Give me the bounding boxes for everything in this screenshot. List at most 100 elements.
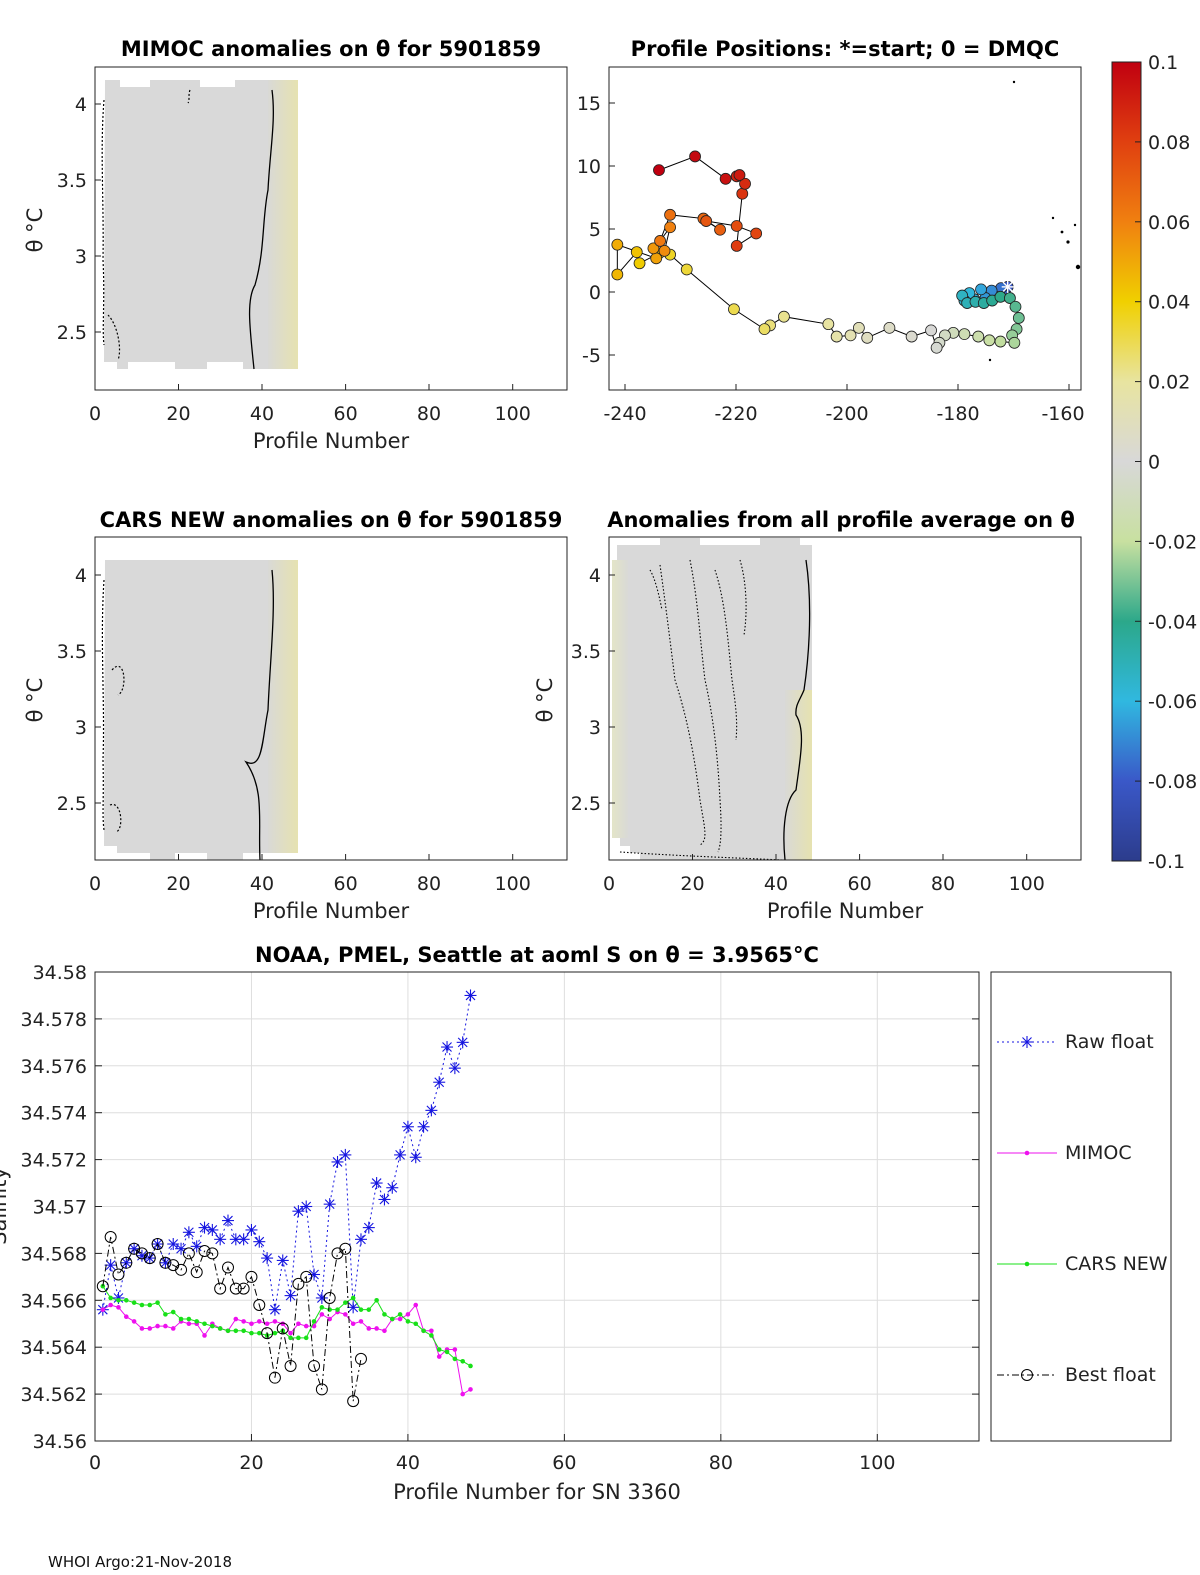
y-tick-label: 34.566 [21, 1290, 87, 1312]
series-point [347, 1301, 360, 1314]
series-point [272, 1319, 278, 1324]
series-point [323, 1291, 336, 1304]
track-point [958, 328, 971, 340]
colorbar-tick-label: 0.02 [1148, 372, 1190, 394]
series-point [116, 1298, 121, 1303]
salinity-xlabel: Profile Number for SN 3360 [393, 1480, 681, 1504]
series-point [178, 1316, 184, 1322]
mimoc-ytick: 3.5 [57, 170, 87, 192]
track-point [925, 324, 937, 337]
legend-label: CARS NEW [1065, 1253, 1168, 1275]
legend-label: Best float [1065, 1364, 1156, 1386]
track-point [680, 263, 693, 276]
allprof-ylabel: θ °C [533, 678, 557, 723]
series-point [413, 1302, 419, 1308]
salinity-ticks: 34.56 34.562 34.564 34.566 34.568 34.57 34.572… [21, 962, 979, 1474]
mimoc-title: MIMOC anomalies on θ for 5901859 [121, 37, 541, 61]
series-point [170, 1326, 176, 1331]
legend-item: Raw float [997, 1031, 1154, 1053]
cars-xtick: 80 [417, 873, 441, 895]
series-point [139, 1326, 145, 1331]
legend-marker [1024, 1150, 1030, 1156]
allprof-ytick: 2.5 [571, 793, 601, 815]
track-point [730, 220, 743, 232]
positions-xtick: -220 [714, 403, 757, 425]
cars-xtick: 100 [495, 873, 531, 895]
x-tick-label: 20 [239, 1452, 263, 1474]
series-point [112, 1291, 125, 1304]
track-point [733, 169, 746, 181]
positions-xtick: -200 [825, 403, 868, 425]
positions-ytick: 10 [577, 156, 601, 178]
positions-ytick: -5 [582, 345, 601, 367]
track-point [714, 223, 726, 236]
salinity-title: NOAA, PMEL, Seattle at aoml S on θ = 3.9… [255, 943, 819, 967]
y-tick-label: 34.576 [21, 1056, 87, 1078]
series-point [296, 1321, 301, 1327]
series-point [366, 1326, 372, 1331]
series-point [436, 1347, 442, 1352]
series-point [104, 1230, 117, 1243]
cars-title: CARS NEW anomalies on θ for 5901859 [100, 508, 563, 532]
allprof-xticks: 0 20 40 60 80 100 [603, 854, 1045, 895]
start-marker [1001, 280, 1014, 293]
series-point [296, 1335, 301, 1341]
series-point [237, 1233, 250, 1246]
colorbar-tick-label: 0.04 [1148, 292, 1190, 314]
series-point [284, 1289, 297, 1302]
salinity-ylabel: Salinity [0, 1167, 11, 1245]
allprof-ytick: 3.5 [571, 641, 601, 663]
y-tick-label: 34.574 [21, 1103, 87, 1125]
series-point [214, 1282, 227, 1295]
series-point [100, 1307, 106, 1312]
allprof-title: Anomalies from all profile average on θ [607, 508, 1075, 532]
series-point [120, 1256, 133, 1269]
salinity-panel: NOAA, PMEL, Seattle at aoml S on θ = 3.9… [0, 943, 980, 1504]
cars-panel: CARS NEW anomalies on θ for 5901859 0 20… [23, 508, 568, 923]
series-point [245, 1223, 258, 1236]
colorbar: 0.1 0.08 0.06 0.04 0.02 0 -0.02 -0.04 -0.06 -0.08… [1111, 52, 1197, 873]
positions-xtick: -180 [936, 403, 979, 425]
allprof-panel: Anomalies from all profile average on θ … [533, 508, 1082, 923]
series-point [350, 1295, 356, 1301]
legend-label: Raw float [1065, 1031, 1154, 1053]
mimoc-ytick: 2.5 [57, 322, 87, 344]
cars-xtick: 0 [89, 873, 101, 895]
series-point [276, 1254, 289, 1267]
series-point [323, 1198, 336, 1211]
legend: Raw float MIMOC CARS NEW Best float [990, 971, 1172, 1442]
y-tick-label: 34.58 [33, 962, 87, 984]
series-point [206, 1247, 219, 1260]
series-point [221, 1214, 234, 1227]
series-point [308, 1359, 321, 1372]
y-tick-label: 34.578 [21, 1009, 87, 1031]
mimoc-xlabel: Profile Number [253, 429, 410, 453]
cars-field [101, 560, 298, 861]
series-point [343, 1300, 348, 1305]
series-point [327, 1307, 332, 1312]
allprof-xtick: 80 [931, 873, 955, 895]
series-point [354, 1233, 367, 1246]
cars-ytick: 3 [75, 717, 87, 739]
track-point [975, 283, 987, 296]
track-point [700, 215, 713, 227]
series-point [468, 1363, 473, 1369]
cars-ytick: 2.5 [57, 793, 87, 815]
series-point [397, 1312, 403, 1317]
series-point [300, 1200, 313, 1213]
track-point [972, 330, 985, 343]
track-point [930, 341, 943, 354]
series-point [319, 1305, 325, 1310]
series-point [167, 1238, 180, 1251]
series-point [382, 1328, 387, 1334]
track-point [1004, 292, 1016, 304]
series-point [159, 1256, 172, 1269]
colorbar-tick-label: -0.1 [1148, 851, 1185, 873]
cars-ytick: 3.5 [57, 641, 87, 663]
series-point [397, 1316, 403, 1322]
x-tick-label: 100 [859, 1452, 895, 1474]
series-point [417, 1120, 430, 1133]
allprof-yticks: 2.5 3 3.5 4 [571, 565, 615, 815]
series-point [331, 1155, 344, 1168]
